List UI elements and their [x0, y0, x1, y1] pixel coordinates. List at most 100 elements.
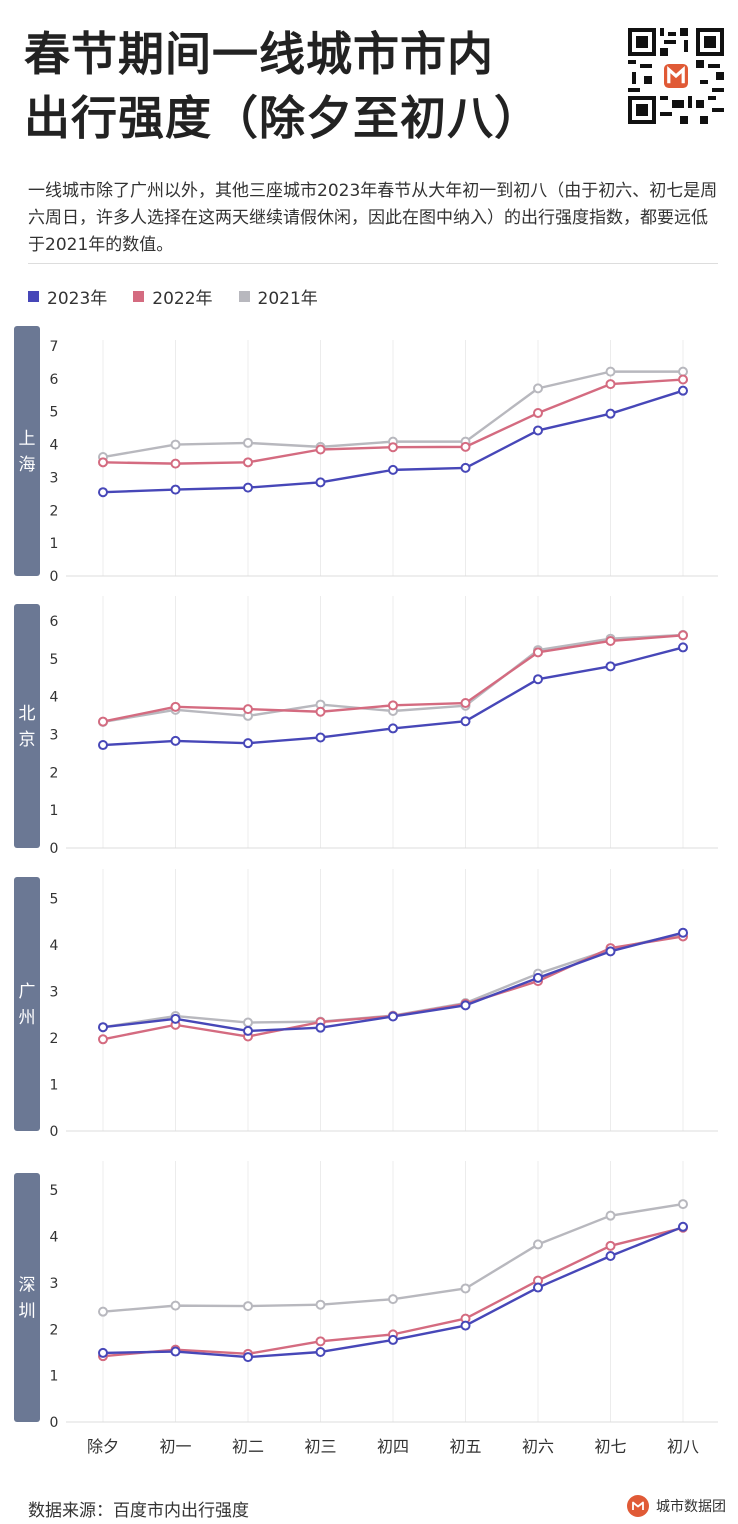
x-tick-label: 初七 [594, 1437, 626, 1456]
x-tick-label: 初五 [449, 1437, 481, 1456]
legend-label-2021: 2021年 [257, 288, 318, 309]
x-tick-label: 初八 [667, 1437, 699, 1456]
data-point [315, 1336, 326, 1347]
panel-band [14, 326, 40, 576]
description: 一线城市除了广州以外，其他三座城市2023年春节从大年初一到初八（由于初六、初七… [28, 181, 718, 255]
data-point [533, 647, 543, 658]
chart-panel-0: 上海 0 1 2 3 4 5 6 7 [14, 326, 718, 585]
data-point [170, 1013, 181, 1024]
data-point [170, 458, 181, 469]
data-point [533, 383, 543, 394]
data-point [98, 487, 108, 498]
y-tick-label: 3 [50, 727, 59, 743]
data-point [98, 740, 108, 751]
data-point [460, 698, 471, 709]
data-point [533, 972, 543, 983]
data-point [243, 738, 253, 749]
data-point [605, 1251, 616, 1262]
data-point [460, 1320, 471, 1331]
data-point [388, 1294, 398, 1305]
data-point [460, 441, 471, 452]
brand: 城市数据团 [626, 1494, 726, 1518]
data-point [98, 716, 108, 727]
y-tick-label: 3 [50, 1276, 59, 1292]
panel-label: 上海 [19, 429, 36, 475]
data-point [170, 484, 181, 495]
panel-label: 北京 [19, 704, 36, 750]
data-point [678, 374, 688, 385]
y-tick-label: 5 [50, 891, 59, 907]
data-point [388, 464, 398, 475]
y-tick-label: 7 [50, 339, 59, 355]
y-tick-label: 0 [50, 569, 59, 585]
data-point [170, 701, 181, 712]
y-tick-label: 4 [50, 1230, 59, 1246]
data-point [678, 630, 688, 641]
brand-name: 城市数据团 [656, 1499, 726, 1515]
chart-panel-2: 广州 0 1 2 3 4 5 [14, 869, 718, 1140]
y-tick-label: 0 [50, 841, 59, 857]
data-point [388, 1011, 398, 1022]
qr-code [628, 28, 724, 124]
brand-logo-icon [627, 1495, 649, 1517]
y-tick-label: 1 [50, 1077, 59, 1093]
data-point [170, 1300, 181, 1311]
data-point [678, 642, 688, 653]
y-tick-label: 1 [50, 1369, 59, 1385]
x-tick-label: 初六 [522, 1437, 554, 1456]
x-tick-label: 初二 [232, 1437, 264, 1456]
y-tick-label: 6 [50, 372, 59, 388]
y-tick-label: 2 [50, 765, 59, 781]
data-point [243, 1025, 253, 1036]
data-point [315, 477, 326, 488]
data-point [243, 437, 253, 448]
data-point [98, 1034, 108, 1045]
data-point [678, 1199, 688, 1210]
data-point [388, 723, 398, 734]
data-point [460, 1283, 471, 1294]
data-point [388, 442, 398, 453]
data-point [533, 1239, 543, 1250]
chart-title: 春节期间一线城市市内 出行强度（除夕至初八） [24, 22, 604, 150]
y-tick-label: 3 [50, 984, 59, 1000]
data-point [605, 366, 616, 377]
data-point [388, 700, 398, 711]
data-point [388, 1334, 398, 1345]
data-point [605, 946, 616, 957]
data-point [243, 1352, 253, 1363]
legend-swatch-2021 [238, 290, 250, 302]
data-point [605, 1240, 616, 1251]
y-tick-label: 1 [50, 803, 59, 819]
data-point [605, 635, 616, 646]
chart-panel-3: 深圳 0 1 2 3 4 5 除夕 初一 初二 初三 初四 初五 初六 初七 初八 [14, 1161, 718, 1456]
data-source: 数据来源：百度市内出行强度 [28, 1501, 249, 1521]
panel-band [14, 604, 40, 848]
y-tick-label: 4 [50, 938, 59, 954]
data-point [605, 661, 616, 672]
legend-label-2023: 2023年 [47, 288, 108, 309]
data-point [170, 439, 181, 450]
y-tick-label: 3 [50, 470, 59, 486]
y-tick-label: 1 [50, 536, 59, 552]
legend-item-2022: 2022年 [133, 284, 213, 309]
title-line-2: 出行强度（除夕至初八） [24, 91, 541, 145]
legend-swatch-2022 [133, 290, 145, 302]
data-point [315, 1022, 326, 1033]
chart-panel-1: 北京 0 1 2 3 4 5 6 [14, 596, 718, 857]
x-tick-label: 初三 [304, 1437, 336, 1456]
legend-swatch-2023 [28, 290, 39, 302]
y-tick-label: 4 [50, 438, 59, 454]
data-point [98, 457, 108, 468]
divider [28, 263, 718, 264]
data-point [170, 735, 181, 746]
legend-item-2023: 2023年 [28, 284, 107, 309]
data-point [533, 674, 543, 685]
x-tick-label: 初一 [159, 1437, 191, 1456]
data-point [315, 706, 326, 717]
data-point [315, 444, 326, 455]
y-tick-label: 5 [50, 405, 59, 421]
data-point [460, 716, 471, 727]
y-tick-label: 4 [50, 690, 59, 706]
data-point [460, 462, 471, 473]
line-charts: 上海 0 1 2 3 4 5 6 7 北京 0 1 2 3 4 5 6 广州 0 1 2 3 4 5 深圳 0 1 2 3 4 5 除夕 初一 初… [14, 326, 718, 1456]
